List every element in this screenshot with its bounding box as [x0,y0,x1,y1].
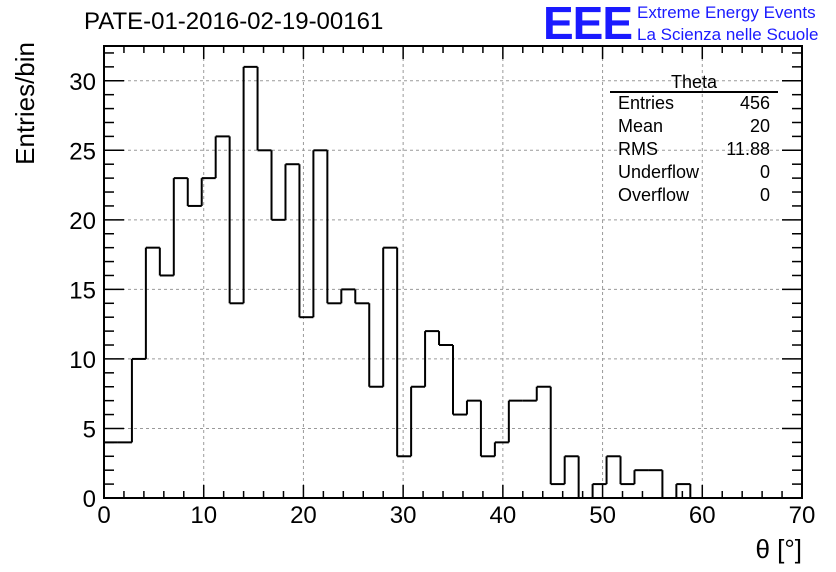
logo-line-2: La Scienza nelle Scuole [637,25,819,44]
y-tick-label: 5 [83,416,96,443]
stat-value: 0 [759,162,770,182]
stats-title: Theta [670,72,718,92]
stats-box: Theta Entries 456 Mean 20 RMS 11.88 Unde… [610,70,778,210]
stat-name: Overflow [618,185,690,205]
plot-frame [103,45,803,499]
stat-row-mean: Mean 20 [618,116,770,138]
stat-value: 456 [739,93,770,113]
x-tick-label: 0 [97,502,110,529]
x-axis-label: θ [°] [755,534,802,564]
x-tick-label: 50 [589,502,616,529]
x-tick-label: 60 [689,502,716,529]
x-tick-label: 10 [190,502,217,529]
stat-name: Mean [618,116,664,136]
y-tick-label: 0 [83,486,96,513]
y-axis-label: Entries/bin [10,42,40,165]
y-tick-label: 10 [69,347,96,374]
x-tick-label: 40 [490,502,517,529]
chart-title: PATE-01-2016-02-19-00161 [84,8,384,35]
stat-value: 20 [749,116,770,136]
stat-name: RMS [618,139,658,159]
x-tick-label: 20 [290,502,317,529]
logo-line-1: Extreme Energy Events [637,3,816,22]
y-tick-label: 25 [69,138,96,165]
stat-value: 0 [759,185,770,205]
y-tick-label: 15 [69,277,96,304]
y-tick-label: 20 [69,208,96,235]
eee-logo: EEE [543,0,633,49]
x-tick-label: 30 [390,502,417,529]
stat-value: 11.88 [726,139,770,159]
stats-divider [610,91,778,93]
stat-row-rms: RMS 11.88 [618,139,770,161]
stat-row-overflow: Overflow 0 [618,185,770,207]
x-tick-label: 70 [789,502,816,529]
stat-name: Underflow [618,162,700,182]
stat-name: Entries [618,93,675,113]
y-tick-label: 30 [69,69,96,96]
stat-row-entries: Entries 456 [618,93,770,115]
stat-row-underflow: Underflow 0 [618,162,770,184]
